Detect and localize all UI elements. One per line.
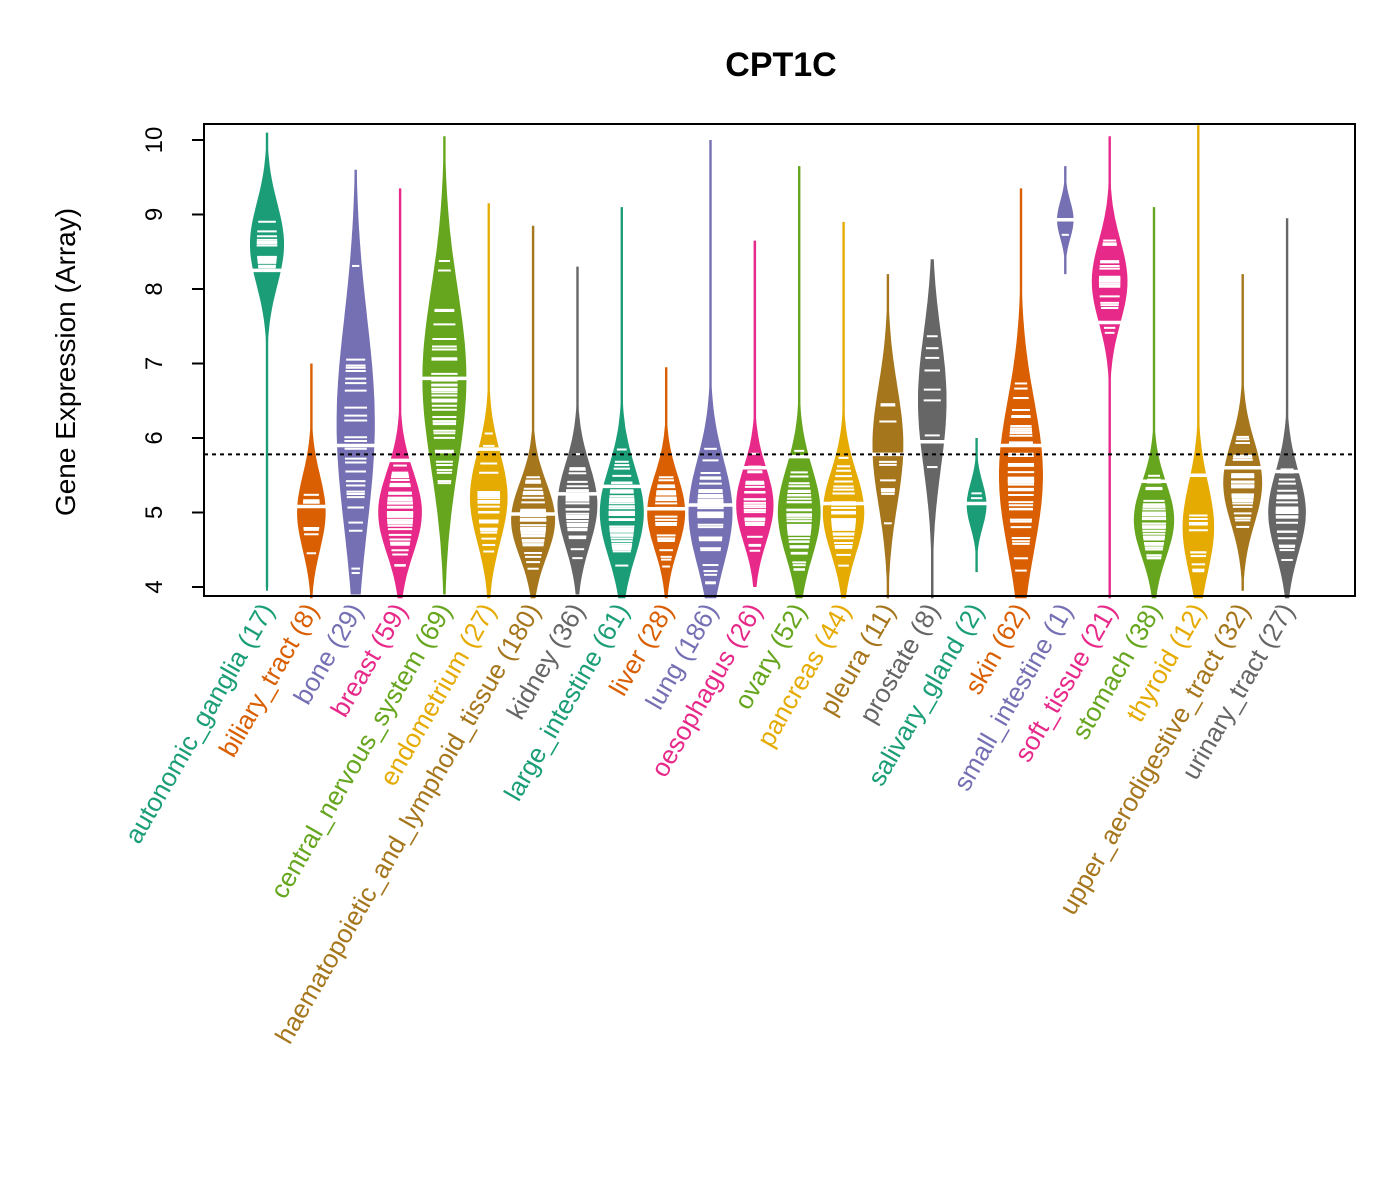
- violin-soft-tissue: [1091, 136, 1128, 599]
- violin-urinary-tract: [1268, 218, 1306, 599]
- violin-pleura: [870, 274, 906, 599]
- violin-body: [599, 207, 644, 599]
- violin-skin: [998, 188, 1044, 599]
- violin-body: [1223, 274, 1263, 591]
- violin-lung: [686, 140, 735, 599]
- violin-body: [918, 259, 947, 599]
- y-tick-label: 6: [141, 431, 168, 444]
- violin-breast: [378, 188, 422, 599]
- y-tick-label: 7: [141, 357, 168, 370]
- y-axis-label: Gene Expression (Array): [50, 208, 81, 516]
- violin-salivary-gland: [964, 438, 989, 573]
- y-tick-label: 8: [141, 282, 168, 295]
- violin-body: [511, 225, 556, 599]
- violin-thyroid: [1182, 125, 1215, 599]
- violin-ovary: [777, 166, 821, 599]
- violin-body: [422, 136, 467, 595]
- violin-upper-aerodigestive-tract: [1222, 274, 1263, 591]
- violin-liver: [645, 367, 688, 599]
- violin-endometrium: [469, 203, 508, 599]
- y-axis: 4 5 6 7 8 9 10: [141, 127, 205, 594]
- violin-body: [1091, 136, 1128, 599]
- violin-biliary-tract: [295, 363, 328, 599]
- violin-central-nervous-system: [420, 136, 469, 595]
- y-tick-label: 10: [141, 127, 168, 154]
- violin-prostate: [918, 259, 947, 599]
- y-tick-label: 4: [141, 580, 168, 593]
- violin-body: [999, 188, 1043, 599]
- violin-autonomic-ganglia: [250, 132, 284, 591]
- y-tick-label: 5: [141, 506, 168, 519]
- y-tick-label: 9: [141, 208, 168, 221]
- violin-large-intestine: [599, 207, 644, 599]
- violin-body: [378, 188, 422, 599]
- violin-body: [647, 367, 686, 599]
- violin-body: [688, 140, 733, 599]
- chart-title: CPT1C: [725, 46, 836, 84]
- violin-body: [557, 266, 598, 595]
- violin-bone: [335, 169, 377, 595]
- violin-oesophagus: [736, 240, 774, 587]
- violin-body: [1182, 125, 1215, 599]
- violin-haematopoietic-and-lymphoid-tissue: [509, 225, 557, 599]
- violins-group: [250, 125, 1306, 599]
- violin-body: [1268, 218, 1306, 599]
- violin-body: [822, 221, 865, 599]
- violin-body: [736, 240, 774, 587]
- violin-body: [469, 203, 508, 599]
- violin-pancreas: [821, 221, 866, 599]
- x-axis-labels: autonomic_ganglia (17)biliary_tract (8)b…: [118, 598, 1300, 1049]
- violin-body: [297, 363, 326, 599]
- violin-small-intestine: [1055, 166, 1076, 275]
- violin-stomach: [1133, 207, 1175, 599]
- violin-body: [872, 274, 904, 599]
- violin-kidney: [556, 266, 599, 595]
